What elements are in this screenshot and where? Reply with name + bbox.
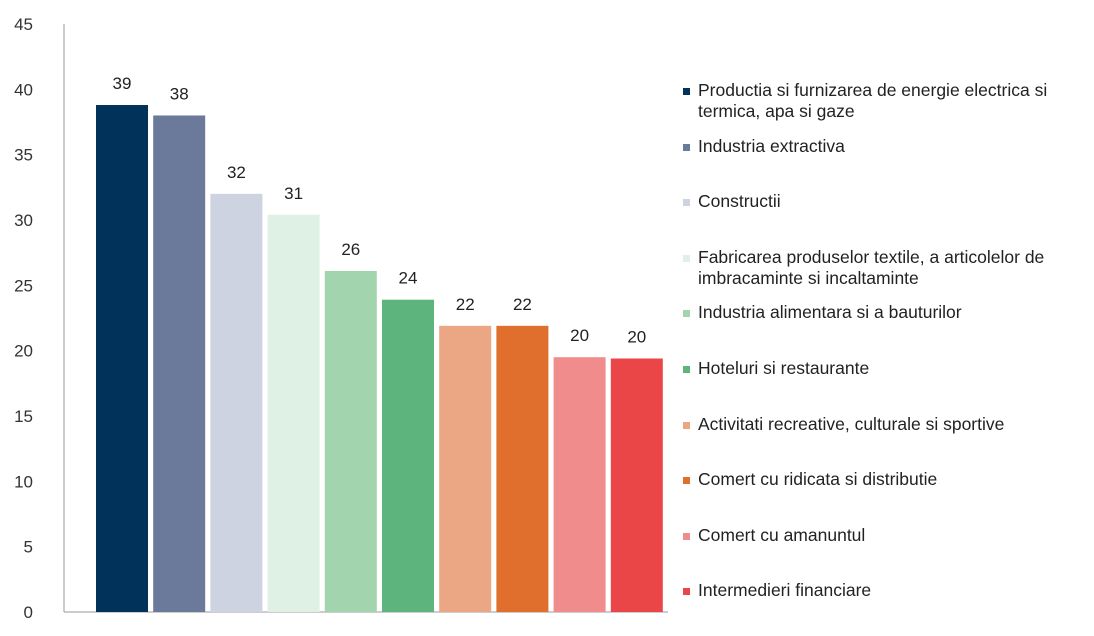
data-label: 32 bbox=[227, 163, 246, 182]
legend-label: Hoteluri si restaurante bbox=[698, 357, 870, 378]
legend-label: Comert cu ridicata si distributie bbox=[698, 469, 938, 490]
data-label: 22 bbox=[513, 295, 532, 314]
legend-swatch bbox=[683, 310, 690, 318]
bar bbox=[382, 299, 434, 612]
legend-item: Constructii bbox=[683, 191, 1088, 247]
bar bbox=[496, 325, 549, 612]
bar bbox=[96, 105, 148, 612]
bar bbox=[153, 115, 206, 612]
legend-item: Industria extractiva bbox=[683, 136, 1088, 192]
y-tick-label: 25 bbox=[14, 276, 33, 295]
bars bbox=[96, 105, 663, 613]
legend-label: Productia si furnizarea de energie elect… bbox=[698, 80, 1048, 121]
data-label: 24 bbox=[399, 269, 418, 288]
legend-item: Productia si furnizarea de energie elect… bbox=[683, 80, 1088, 136]
y-tick-label: 10 bbox=[14, 472, 33, 491]
data-label: 39 bbox=[113, 74, 132, 93]
legend-label: Activitati recreative, culturale si spor… bbox=[698, 413, 1005, 434]
legend-label: Industria alimentara si a bauturilor bbox=[698, 302, 962, 323]
legend-swatch bbox=[683, 532, 690, 540]
legend-item: Industria alimentara si a bauturilor bbox=[683, 302, 1088, 358]
legend-swatch bbox=[683, 143, 690, 151]
legend-label: Intermedieri financiare bbox=[698, 580, 872, 601]
y-tick-label: 20 bbox=[14, 342, 33, 361]
legend-item: Comert cu amanuntul bbox=[683, 525, 1088, 581]
bar bbox=[267, 214, 320, 613]
bar bbox=[439, 325, 492, 612]
legend: Productia si furnizarea de energie elect… bbox=[683, 80, 1088, 636]
legend-item: Hoteluri si restaurante bbox=[683, 358, 1088, 414]
bar bbox=[610, 358, 663, 612]
y-tick-label: 40 bbox=[14, 80, 33, 99]
legend-swatch bbox=[683, 365, 690, 373]
y-tick-label: 0 bbox=[24, 603, 33, 619]
data-label: 26 bbox=[341, 240, 360, 259]
y-tick-label: 5 bbox=[24, 538, 33, 557]
legend-swatch bbox=[683, 588, 690, 596]
bar bbox=[210, 193, 263, 612]
legend-item: Intermedieri financiare bbox=[683, 580, 1088, 636]
bar bbox=[553, 357, 606, 612]
legend-swatch bbox=[683, 254, 690, 262]
legend-swatch bbox=[683, 88, 690, 95]
data-label: 20 bbox=[570, 326, 589, 345]
legend-label: Comert cu amanuntul bbox=[698, 524, 866, 545]
legend-label: Fabricarea produselor textile, a articol… bbox=[698, 246, 1045, 288]
y-tick-label: 45 bbox=[14, 15, 33, 34]
data-label: 31 bbox=[284, 184, 303, 203]
legend-label: Industria extractiva bbox=[698, 135, 845, 156]
data-labels: 39 38 32 31 26 24 22 22 20 20 bbox=[113, 74, 647, 346]
legend-label: Constructii bbox=[698, 191, 781, 212]
legend-swatch bbox=[683, 421, 690, 429]
data-label: 22 bbox=[456, 295, 475, 314]
bar-chart: 0 5 10 15 20 25 30 35 40 45 39 38 32 31 26 24 22 22 20 20 bbox=[14, 15, 668, 619]
y-tick-label: 35 bbox=[14, 146, 33, 165]
data-label: 38 bbox=[170, 84, 189, 103]
legend-swatch bbox=[683, 477, 690, 485]
y-axis-ticks: 0 5 10 15 20 25 30 35 40 45 bbox=[14, 15, 33, 619]
legend-swatch bbox=[683, 199, 690, 207]
y-tick-label: 15 bbox=[14, 407, 33, 426]
bar bbox=[324, 270, 377, 612]
legend-item: Activitati recreative, culturale si spor… bbox=[683, 414, 1088, 470]
y-tick-label: 30 bbox=[14, 211, 33, 230]
legend-item: Fabricarea produselor textile, a articol… bbox=[683, 247, 1088, 303]
data-label: 20 bbox=[627, 328, 646, 347]
legend-item: Comert cu ridicata si distributie bbox=[683, 469, 1088, 525]
